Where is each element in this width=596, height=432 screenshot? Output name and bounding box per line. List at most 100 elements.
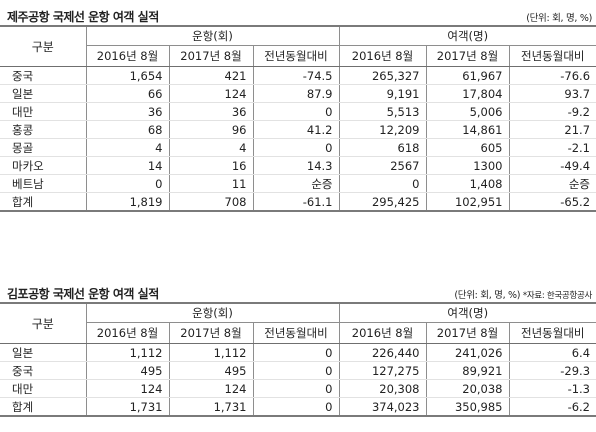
passengers-2016-cell: 226,440: [338, 343, 426, 362]
flights-yoy-cell: -61.1: [252, 192, 339, 212]
passengers-group-header: 여객(명): [338, 26, 596, 46]
flights-2016-cell: 66: [85, 84, 169, 103]
flights-2016-header: 2016년 8월: [85, 322, 169, 344]
passengers-2016-header: 2016년 8월: [338, 322, 426, 344]
flights-yoy-cell: 41.2: [252, 120, 339, 139]
flights-2016-cell: 36: [85, 102, 169, 121]
flights-2017-cell: 1,112: [168, 343, 253, 362]
flights-yoy-cell: 순증: [252, 174, 339, 193]
gimpo-table-body: 일본 1,112 1,112 0 226,440 241,026 6.4 중국 495 495 0 1…: [0, 343, 596, 417]
passengers-2017-cell: 605: [425, 138, 509, 157]
flights-2016-cell: 1,112: [85, 343, 169, 362]
flights-2017-cell: 96: [168, 120, 253, 139]
flights-2017-cell: 11: [168, 174, 253, 193]
gimpo-table: 구분 운항(회) 여객(명) 2016년 8월 2017년 8월 전년동월대비 …: [0, 302, 596, 417]
table-row: 중국 1,654 421 -74.5 265,327 61,967 -76.6: [0, 66, 596, 85]
flights-2017-header: 2017년 8월: [168, 45, 253, 67]
flights-yoy-cell: 87.9: [252, 84, 339, 103]
flights-2017-cell: 4: [168, 138, 253, 157]
table-row: 합계 1,819 708 -61.1 295,425 102,951 -65.2: [0, 192, 596, 212]
passengers-yoy-header: 전년동월대비: [508, 45, 596, 67]
category-header: 구분: [0, 26, 86, 67]
passengers-2017-header: 2017년 8월: [425, 322, 509, 344]
gimpo-unit-note: (단위: 회, 명, %) *자료: 한국공항공사: [454, 287, 592, 301]
flights-yoy-cell: 0: [252, 379, 339, 398]
passengers-2016-cell: 5,513: [338, 102, 426, 121]
passengers-2016-cell: 9,191: [338, 84, 426, 103]
passengers-2016-cell: 265,327: [338, 66, 426, 85]
flights-2016-cell: 124: [85, 379, 169, 398]
passengers-yoy-header: 전년동월대비: [508, 322, 596, 344]
flights-yoy-cell: 14.3: [252, 156, 339, 175]
flights-yoy-header: 전년동월대비: [252, 322, 339, 344]
flights-2017-cell: 1,731: [168, 397, 253, 417]
passengers-2016-cell: 374,023: [338, 397, 426, 417]
passengers-2017-cell: 1300: [425, 156, 509, 175]
flights-2017-cell: 495: [168, 361, 253, 380]
flights-group-header: 운항(회): [85, 26, 339, 46]
passengers-yoy-cell: -49.4: [508, 156, 596, 175]
flights-yoy-header: 전년동월대비: [252, 45, 339, 67]
passengers-yoy-cell: -2.1: [508, 138, 596, 157]
flights-2016-cell: 14: [85, 156, 169, 175]
jeju-table-body: 중국 1,654 421 -74.5 265,327 61,967 -76.6 일본 66 124…: [0, 66, 596, 212]
flights-2016-cell: 1,654: [85, 66, 169, 85]
flights-yoy-cell: 0: [252, 102, 339, 121]
passengers-2017-cell: 89,921: [425, 361, 509, 380]
row-name-cell: 대만: [0, 379, 86, 398]
passengers-yoy-cell: 93.7: [508, 84, 596, 103]
flights-2016-header: 2016년 8월: [85, 45, 169, 67]
passengers-2016-cell: 0: [338, 174, 426, 193]
passengers-yoy-cell: -65.2: [508, 192, 596, 212]
row-name-cell: 몽골: [0, 138, 86, 157]
row-name-cell: 합계: [0, 192, 86, 212]
table-row: 대만 124 124 0 20,308 20,038 -1.3: [0, 379, 596, 398]
gimpo-source-note: *자료: 한국공항공사: [522, 291, 592, 301]
passengers-2017-cell: 14,861: [425, 120, 509, 139]
passengers-2017-header: 2017년 8월: [425, 45, 509, 67]
table-row: 몽골 4 4 0 618 605 -2.1: [0, 138, 596, 157]
passengers-2017-cell: 241,026: [425, 343, 509, 362]
row-name-cell: 홍콩: [0, 120, 86, 139]
table-row: 대만 36 36 0 5,513 5,006 -9.2: [0, 102, 596, 121]
passengers-2016-cell: 12,209: [338, 120, 426, 139]
flights-yoy-cell: 0: [252, 343, 339, 362]
jeju-title: 제주공항 국제선 운항 여객 실적: [7, 10, 159, 24]
passengers-2016-cell: 20,308: [338, 379, 426, 398]
flights-2016-cell: 495: [85, 361, 169, 380]
passengers-2017-cell: 102,951: [425, 192, 509, 212]
flights-2017-cell: 421: [168, 66, 253, 85]
gimpo-unit-text: (단위: 회, 명, %): [454, 290, 521, 301]
row-name-cell: 합계: [0, 397, 86, 417]
passengers-2017-cell: 1,408: [425, 174, 509, 193]
flights-yoy-cell: 0: [252, 361, 339, 380]
passengers-yoy-cell: -6.2: [508, 397, 596, 417]
flights-2017-cell: 124: [168, 379, 253, 398]
table-row: 베트남 0 11 순증 0 1,408 순증: [0, 174, 596, 193]
passengers-yoy-cell: -9.2: [508, 102, 596, 121]
table-row: 합계 1,731 1,731 0 374,023 350,985 -6.2: [0, 397, 596, 417]
flights-yoy-cell: 0: [252, 138, 339, 157]
flights-2017-cell: 124: [168, 84, 253, 103]
passengers-yoy-cell: -1.3: [508, 379, 596, 398]
table-row: 홍콩 68 96 41.2 12,209 14,861 21.7: [0, 120, 596, 139]
category-header: 구분: [0, 303, 86, 344]
passengers-yoy-cell: -29.3: [508, 361, 596, 380]
flights-2016-cell: 1,819: [85, 192, 169, 212]
flights-2016-cell: 0: [85, 174, 169, 193]
passengers-yoy-cell: 순증: [508, 174, 596, 193]
jeju-unit-note: (단위: 회, 명, %): [526, 13, 592, 24]
flights-yoy-cell: -74.5: [252, 66, 339, 85]
table-row: 일본 1,112 1,112 0 226,440 241,026 6.4: [0, 343, 596, 362]
flights-2017-cell: 36: [168, 102, 253, 121]
flights-2016-cell: 1,731: [85, 397, 169, 417]
passengers-2016-cell: 127,275: [338, 361, 426, 380]
passengers-2017-cell: 61,967: [425, 66, 509, 85]
passengers-2017-cell: 350,985: [425, 397, 509, 417]
passengers-2017-cell: 20,038: [425, 379, 509, 398]
passengers-2017-cell: 17,804: [425, 84, 509, 103]
row-name-cell: 일본: [0, 343, 86, 362]
flights-group-header: 운항(회): [85, 303, 339, 323]
flights-2016-cell: 4: [85, 138, 169, 157]
flights-2017-cell: 16: [168, 156, 253, 175]
